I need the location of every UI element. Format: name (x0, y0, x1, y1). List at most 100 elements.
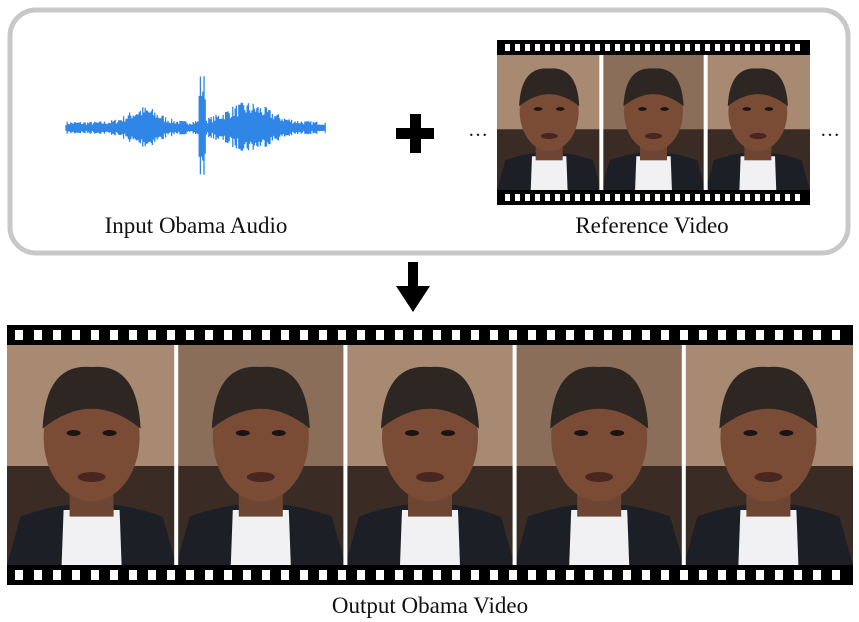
perforation (509, 330, 517, 340)
perforation (642, 330, 650, 340)
perforation (756, 330, 764, 340)
perforation (585, 570, 593, 580)
eye (67, 430, 81, 436)
perforation (186, 330, 194, 340)
perforation (785, 44, 790, 51)
perforation (547, 330, 555, 340)
perforation (625, 44, 630, 51)
frame-separator (174, 345, 178, 565)
perforation (471, 330, 479, 340)
mouth (78, 472, 106, 482)
reference-label: Reference Video (575, 213, 728, 238)
figure: Input Obama Audio … … Reference Video Ou… (0, 0, 859, 622)
perforation (148, 570, 156, 580)
eye (556, 107, 565, 111)
eye (660, 107, 669, 111)
perforation (15, 330, 23, 340)
shirt (400, 510, 460, 565)
perforation (433, 570, 441, 580)
video-frame (343, 345, 514, 565)
perforation (725, 194, 730, 201)
perforation (53, 330, 61, 340)
perforation (715, 44, 720, 51)
frame-separator (704, 55, 708, 190)
shirt (62, 510, 122, 565)
perforation (795, 194, 800, 201)
eye (574, 430, 588, 436)
eye (765, 107, 774, 111)
perforation (585, 330, 593, 340)
perforation (585, 194, 590, 201)
perforation (34, 570, 42, 580)
perforation (505, 194, 510, 201)
input-label: Input Obama Audio (105, 213, 288, 238)
perforation (186, 570, 194, 580)
perforation (262, 330, 270, 340)
perforation (528, 570, 536, 580)
perforation (525, 44, 530, 51)
perforation (281, 570, 289, 580)
shirt (531, 156, 568, 190)
perforation (642, 570, 650, 580)
eye (103, 430, 117, 436)
perforation (705, 44, 710, 51)
perforation (490, 570, 498, 580)
eye (236, 430, 250, 436)
eye (534, 107, 543, 111)
mouth (754, 472, 782, 482)
eye (441, 430, 455, 436)
perforation (795, 44, 800, 51)
perforation (395, 570, 403, 580)
perforation (167, 570, 175, 580)
perforation (515, 44, 520, 51)
perforation (433, 330, 441, 340)
perforation (34, 330, 42, 340)
perforation (705, 194, 710, 201)
perforation (625, 194, 630, 201)
page: Input Obama Audio … … Reference Video Ou… (0, 0, 859, 622)
perforation (695, 194, 700, 201)
eye (743, 430, 757, 436)
perforation (745, 194, 750, 201)
perforation (765, 44, 770, 51)
perforation (605, 44, 610, 51)
perforation (680, 330, 688, 340)
frame-separator (599, 55, 603, 190)
perforation (72, 330, 80, 340)
perforation (129, 570, 137, 580)
perforation (357, 570, 365, 580)
eye (779, 430, 793, 436)
mouth (645, 133, 662, 139)
perforation (725, 44, 730, 51)
perforation (262, 570, 270, 580)
perforation (565, 44, 570, 51)
frame-separator (513, 345, 517, 565)
perforation (755, 44, 760, 51)
perforation (813, 570, 821, 580)
perforation (595, 194, 600, 201)
mouth (541, 133, 558, 139)
perforation (645, 194, 650, 201)
perforation (655, 194, 660, 201)
perforation (566, 570, 574, 580)
shirt (739, 156, 776, 190)
frame-separator (343, 345, 347, 565)
perforation (615, 44, 620, 51)
perforation (167, 330, 175, 340)
perforation (715, 194, 720, 201)
perforation (775, 194, 780, 201)
perforation (319, 330, 327, 340)
perforation (699, 570, 707, 580)
perforation (675, 44, 680, 51)
perforation (545, 194, 550, 201)
perforation (775, 330, 783, 340)
video-frame (599, 55, 705, 190)
perforation (376, 330, 384, 340)
perforation (509, 570, 517, 580)
eye (638, 107, 647, 111)
reference-filmstrip (497, 40, 810, 205)
perforation (737, 570, 745, 580)
perforation (110, 330, 118, 340)
perforation (680, 570, 688, 580)
ellipsis-left: … (468, 119, 488, 141)
